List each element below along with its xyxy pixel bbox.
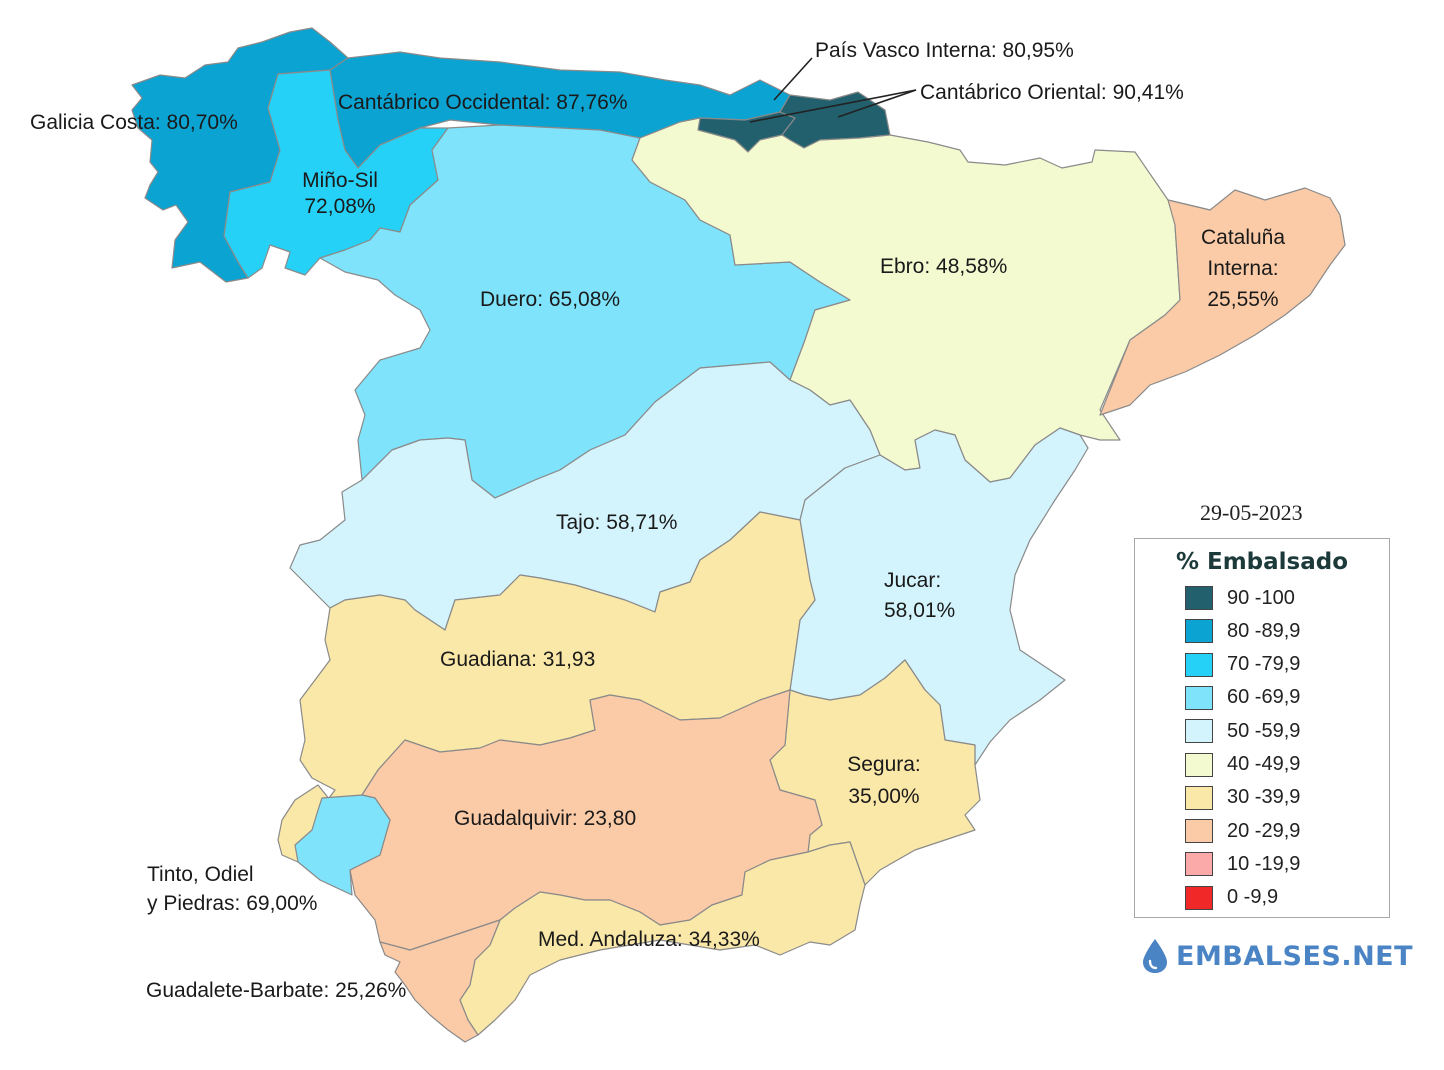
legend-label: 30 -39,9	[1227, 786, 1301, 809]
label-mino-sil-value: 72,08%	[304, 195, 376, 218]
legend-swatch	[1185, 586, 1213, 610]
label-jucar-name: Jucar:	[884, 569, 942, 592]
label-med-andaluza: Med. Andaluza: 34,33%	[538, 928, 760, 951]
label-cantabrico-oriental: Cantábrico Oriental: 90,41%	[920, 81, 1184, 104]
label-jucar-value: 58,01%	[884, 599, 956, 622]
legend-item: 0 -9,9	[1185, 885, 1278, 911]
legend-label: 70 -79,9	[1227, 653, 1301, 676]
brand-logo[interactable]: EMBALSES.NET	[1140, 934, 1413, 978]
legend-label: 20 -29,9	[1227, 819, 1301, 842]
label-cataluna-line-1: Cataluña	[1200, 226, 1286, 249]
label-segura: Segura: 35,00%	[847, 749, 921, 813]
label-mino-sil: Miño-Sil 72,08%	[302, 168, 378, 220]
label-guadalquivir: Guadalquivir: 23,80	[454, 807, 637, 830]
basin-tinto-odiel-piedras[interactable]	[294, 794, 391, 896]
legend-swatch	[1185, 852, 1213, 877]
label-galicia-costa: Galicia Costa: 80,70%	[30, 111, 238, 134]
basin-cataluna-interna[interactable]	[1099, 187, 1346, 416]
leader-cantabrico-oriental-2	[837, 89, 917, 118]
legend-swatch	[1185, 619, 1213, 644]
legend-swatch	[1185, 685, 1213, 710]
legend-swatch	[1185, 752, 1213, 777]
legend-swatch	[1185, 719, 1213, 744]
brand-text: EMBALSES.NET	[1176, 940, 1414, 972]
legend-swatch	[1185, 652, 1213, 677]
legend-swatch	[1185, 885, 1213, 910]
legend-item: 60 -69,9	[1185, 685, 1300, 711]
legend-item: 30 -39,9	[1185, 785, 1300, 811]
legend-item: 70 -79,9	[1185, 652, 1300, 678]
legend-item: 20 -29,9	[1185, 818, 1300, 844]
legend-label: 80 -89,9	[1227, 619, 1301, 642]
legend-swatch	[1185, 819, 1213, 844]
label-tinto-odiel-piedras: Tinto, Odiel y Piedras: 69,00%	[147, 860, 317, 918]
legend-label: 10 -19,9	[1227, 852, 1301, 875]
label-tinto-line-2: y Piedras: 69,00%	[147, 892, 318, 915]
leader-pais-vasco	[773, 57, 813, 101]
legend-label: 90 -100	[1227, 586, 1295, 609]
legend-swatch	[1185, 785, 1213, 810]
label-segura-value: 35,00%	[848, 785, 920, 808]
label-tinto-line-1: Tinto, Odiel	[147, 863, 254, 886]
label-guadalete-barbate: Guadalete-Barbate: 25,26%	[146, 979, 407, 1002]
label-cantabrico-occidental: Cantábrico Occidental: 87,76%	[338, 91, 628, 114]
label-cataluna-interna: Cataluña Interna: 25,55%	[1201, 222, 1285, 315]
label-jucar: Jucar: 58,01%	[884, 566, 955, 626]
legend-item: 50 -59,9	[1185, 718, 1300, 744]
label-guadiana: Guadiana: 31,93	[440, 648, 596, 671]
legend-label: 60 -69,9	[1227, 686, 1301, 709]
water-drop-icon	[1143, 939, 1167, 973]
label-tajo: Tajo: 58,71%	[556, 511, 678, 534]
legend-title: % Embalsado	[1175, 549, 1349, 575]
basin-ebro[interactable]	[631, 117, 1211, 483]
map-date: 29-05-2023	[1200, 500, 1303, 525]
label-cataluna-line-2: Interna:	[1207, 257, 1279, 280]
label-mino-sil-name: Miño-Sil	[302, 169, 378, 192]
basin-guadalete-barbate[interactable]	[379, 919, 501, 1043]
legend: % Embalsado 90 -100 80 -89,9 70 -79,9 60 -6…	[1134, 538, 1390, 918]
label-segura-name: Segura:	[847, 753, 921, 776]
legend-label: 50 -59,9	[1227, 719, 1301, 742]
legend-item: 90 -100	[1185, 585, 1295, 611]
legend-item: 40 -49,9	[1185, 752, 1300, 778]
label-ebro: Ebro: 48,58%	[880, 255, 1008, 278]
legend-item: 80 -89,9	[1185, 618, 1300, 644]
label-cataluna-line-3: 25,55%	[1207, 288, 1279, 311]
legend-item: 10 -19,9	[1185, 851, 1300, 877]
label-pais-vasco-interna: País Vasco Interna: 80,95%	[815, 39, 1074, 62]
leader-cantabrico-oriental-1	[749, 89, 917, 123]
legend-label: 0 -9,9	[1227, 886, 1279, 909]
legend-label: 40 -49,9	[1227, 753, 1301, 775]
label-duero: Duero: 65,08%	[480, 288, 621, 311]
